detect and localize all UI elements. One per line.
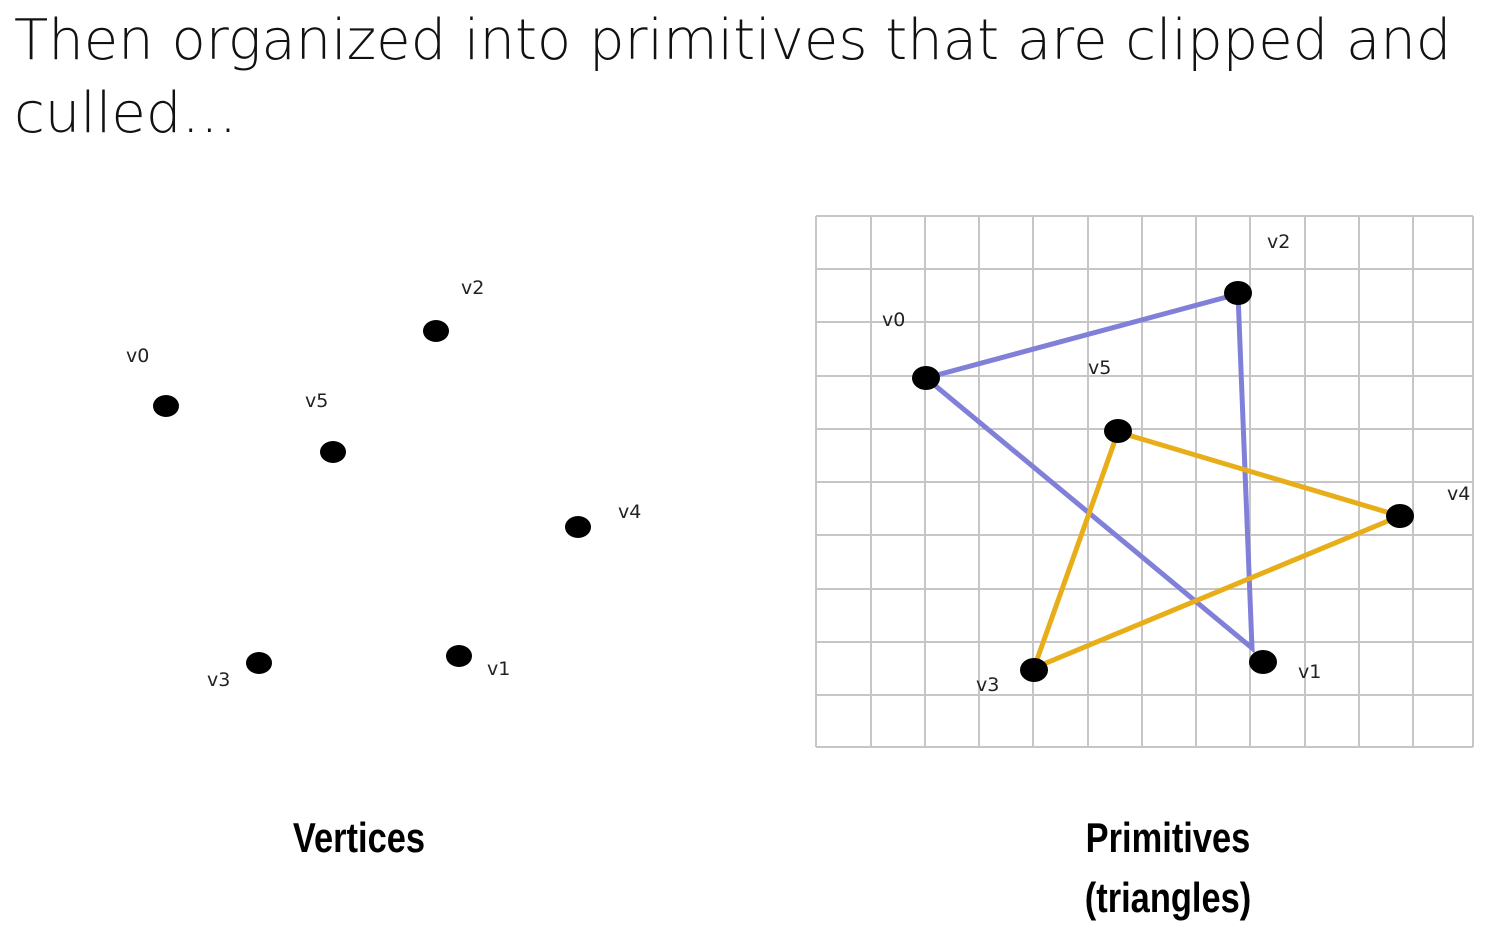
vertex-v2: v2: [1224, 231, 1290, 305]
vertex-label: v3: [207, 669, 230, 691]
vertices-panel: v0 v2 v5 v4 v3 v1: [126, 277, 641, 691]
caption-primitives: Primitives (triangles): [1045, 808, 1291, 928]
vertex-v4: v4: [565, 501, 641, 538]
pixel-grid: [815, 215, 1474, 748]
caption-primitives-line1: Primitives: [1085, 814, 1251, 861]
vertex-label: v5: [305, 390, 328, 412]
vertex-dot: [320, 441, 346, 463]
caption-primitives-line2: (triangles): [1084, 874, 1252, 921]
vertex-v3: v3: [207, 652, 272, 691]
vertex-dot: [565, 516, 591, 538]
vertex-v1: v1: [446, 645, 510, 680]
slide-title: Then organized into primitives that are …: [14, 8, 1452, 146]
vertex-dot: [1386, 504, 1414, 528]
vertex-v5: v5: [1088, 357, 1132, 443]
vertex-v3: v3: [976, 658, 1048, 696]
vertex-dot: [912, 366, 940, 390]
vertex-label: v2: [461, 277, 484, 299]
vertex-label: v0: [882, 309, 905, 331]
vertex-dot: [153, 395, 179, 417]
vertex-dot: [246, 652, 272, 674]
vertex-dot: [1020, 658, 1048, 682]
vertex-dot: [423, 320, 449, 342]
vertex-v1: v1: [1249, 650, 1321, 683]
caption-vertices-text: Vertices: [292, 814, 426, 861]
vertex-label: v0: [126, 345, 149, 367]
vertex-dot: [446, 645, 472, 667]
vertex-dot: [1224, 281, 1252, 305]
vertex-label: v5: [1088, 357, 1111, 379]
vertex-v0: v0: [126, 345, 179, 417]
vertex-dot: [1104, 419, 1132, 443]
vertex-label: v1: [1298, 661, 1321, 683]
vertex-dot: [1249, 650, 1277, 674]
vertex-label: v4: [618, 501, 641, 523]
vertex-v5: v5: [305, 390, 346, 463]
vertex-v4: v4: [1386, 483, 1470, 528]
primitives-panel: v0 v2 v5 v4 v3 v1: [815, 215, 1474, 748]
triangle-v5-v4-v3: [1029, 428, 1408, 673]
caption-vertices: Vertices: [236, 808, 482, 868]
vertex-label: v1: [487, 658, 510, 680]
vertex-v2: v2: [423, 277, 484, 342]
vertex-v0: v0: [882, 309, 940, 390]
vertex-label: v3: [976, 674, 999, 696]
vertex-label: v2: [1267, 231, 1290, 253]
vertex-label: v4: [1447, 483, 1470, 505]
